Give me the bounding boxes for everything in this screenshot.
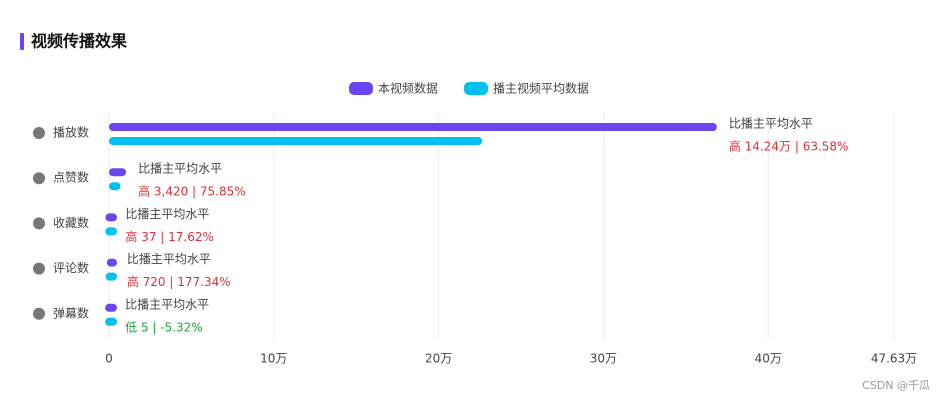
y-tick-label: 收藏数: [53, 215, 89, 230]
annotation-label: 比播主平均水平: [729, 117, 813, 131]
annotation-text: 高 720 | 177.34%: [127, 274, 231, 289]
y-tick-label: 点赞数: [53, 170, 89, 185]
category-icon: [33, 262, 45, 275]
category-icon: [33, 172, 45, 185]
x-tick-label: 47.63万: [871, 352, 917, 366]
legend-swatch: [349, 82, 373, 95]
annotation-label: 比播主平均水平: [138, 162, 222, 176]
x-tick-label: 30万: [590, 352, 617, 366]
annotation-label: 比播主平均水平: [125, 207, 209, 221]
category-icon: [33, 127, 45, 139]
annotation-label: 比播主平均水平: [127, 252, 211, 266]
title-accent: [20, 33, 24, 50]
annotation-text: 高 3,420 | 75.85%: [138, 184, 246, 199]
annotation-text: 高 14.24万 | 63.58%: [729, 139, 849, 154]
y-tick-label: 播放数: [53, 125, 89, 140]
annotation-label: 比播主平均水平: [125, 297, 209, 311]
category-icon: [33, 217, 45, 230]
x-tick-label: 0: [105, 352, 113, 366]
x-tick-label: 20万: [425, 352, 452, 366]
legend-label: 播主视频平均数据: [493, 81, 589, 96]
x-tick-label: 40万: [755, 352, 782, 366]
legend-label: 本视频数据: [378, 81, 438, 96]
legend-swatch: [464, 82, 489, 95]
y-tick-label: 弹幕数: [53, 305, 89, 320]
annotation-text: 高 37 | 17.62%: [125, 229, 214, 244]
x-tick-label: 10万: [260, 352, 287, 366]
watermark: CSDN @千瓜: [862, 379, 930, 392]
category-icon: [33, 307, 45, 320]
annotation-text: 低 5 | -5.32%: [125, 320, 203, 334]
chart-title: 视频传播效果: [31, 32, 127, 51]
y-tick-label: 评论数: [53, 260, 89, 275]
